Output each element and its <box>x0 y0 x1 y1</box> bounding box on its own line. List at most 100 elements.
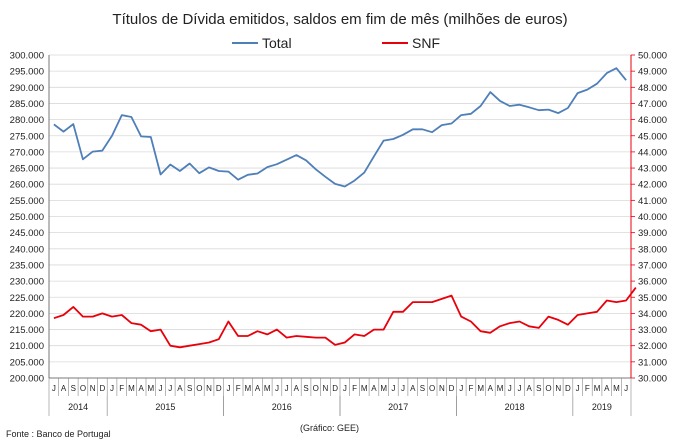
month-label: J <box>576 384 580 393</box>
month-label: A <box>526 384 532 393</box>
month-label: N <box>439 384 445 393</box>
month-label: N <box>555 384 561 393</box>
left-tick-label: 280.000 <box>10 115 44 126</box>
month-label: S <box>420 384 425 393</box>
series-lines <box>53 67 637 349</box>
left-tick-label: 260.000 <box>10 180 44 191</box>
month-label: F <box>119 384 124 393</box>
year-label: 2018 <box>505 402 525 412</box>
month-label: M <box>477 384 484 393</box>
month-label: J <box>508 384 512 393</box>
month-label: D <box>216 384 222 393</box>
right-axis-ticks: 30.000 31.000 32.000 33.000 34.000 35.000 36.0… <box>631 51 667 385</box>
year-label: 2019 <box>592 402 612 412</box>
month-label: A <box>410 384 416 393</box>
month-label: J <box>52 384 56 393</box>
year-label: 2017 <box>388 402 408 412</box>
right-tick-label: 31.000 <box>638 357 667 368</box>
source-note: Fonte : Banco de Portugal <box>6 429 111 439</box>
right-tick-label: 38.000 <box>638 244 667 255</box>
month-label: A <box>371 384 377 393</box>
left-tick-label: 275.000 <box>10 131 44 142</box>
month-label: A <box>138 384 144 393</box>
right-tick-label: 49.000 <box>638 67 667 78</box>
month-label: O <box>545 384 551 393</box>
right-tick-label: 47.000 <box>638 99 667 110</box>
month-label: D <box>565 384 571 393</box>
month-label: N <box>206 384 212 393</box>
left-tick-label: 300.000 <box>10 51 44 62</box>
left-tick-label: 240.000 <box>10 244 44 255</box>
right-tick-label: 43.000 <box>638 164 667 175</box>
right-tick-label: 37.000 <box>638 260 667 271</box>
month-label: M <box>594 384 601 393</box>
right-tick-label: 44.000 <box>638 147 667 158</box>
month-label: A <box>255 384 261 393</box>
month-label: S <box>536 384 541 393</box>
right-tick-label: 34.000 <box>638 309 667 320</box>
month-label: J <box>285 384 289 393</box>
right-tick-label: 30.000 <box>638 374 667 385</box>
month-label: A <box>488 384 494 393</box>
right-tick-label: 48.000 <box>638 83 667 94</box>
right-tick-label: 46.000 <box>638 115 667 126</box>
month-label: F <box>352 384 357 393</box>
right-tick-label: 36.000 <box>638 277 667 288</box>
month-label: J <box>168 384 172 393</box>
left-tick-label: 235.000 <box>10 260 44 271</box>
month-label: S <box>71 384 76 393</box>
year-label: 2014 <box>68 402 88 412</box>
series-line-snf <box>53 287 637 349</box>
month-label: J <box>110 384 114 393</box>
left-tick-label: 220.000 <box>10 309 44 320</box>
month-label: O <box>313 384 319 393</box>
month-label: D <box>449 384 455 393</box>
left-tick-label: 205.000 <box>10 357 44 368</box>
right-tick-label: 41.000 <box>638 196 667 207</box>
month-label: J <box>159 384 163 393</box>
month-label: A <box>61 384 67 393</box>
left-tick-label: 295.000 <box>10 67 44 78</box>
gridlines <box>49 54 631 379</box>
month-label: O <box>80 384 86 393</box>
legend: Total SNF <box>232 35 440 51</box>
month-label: S <box>303 384 308 393</box>
left-tick-label: 215.000 <box>10 325 44 336</box>
month-label: A <box>177 384 183 393</box>
month-label: J <box>226 384 230 393</box>
month-label: J <box>275 384 279 393</box>
month-label: J <box>624 384 628 393</box>
legend-total-label: Total <box>262 35 292 51</box>
right-tick-label: 45.000 <box>638 131 667 142</box>
chart-title: Títulos de Dívida emitidos, saldos em fi… <box>112 11 567 28</box>
left-tick-label: 245.000 <box>10 228 44 239</box>
month-label: N <box>323 384 329 393</box>
month-label: A <box>604 384 610 393</box>
right-tick-label: 39.000 <box>638 228 667 239</box>
year-label: 2015 <box>155 402 175 412</box>
month-label: D <box>99 384 105 393</box>
series-line-total <box>53 67 627 188</box>
right-tick-label: 42.000 <box>638 180 667 191</box>
year-label: 2016 <box>272 402 292 412</box>
month-label: S <box>187 384 192 393</box>
left-tick-label: 250.000 <box>10 212 44 223</box>
month-label: J <box>343 384 347 393</box>
month-label: F <box>236 384 241 393</box>
month-label: F <box>585 384 590 393</box>
month-label: M <box>497 384 504 393</box>
month-label: J <box>517 384 521 393</box>
right-tick-label: 50.000 <box>638 51 667 62</box>
month-label: M <box>148 384 155 393</box>
month-label: A <box>294 384 300 393</box>
credit-note: (Gráfico: GEE) <box>300 423 359 433</box>
month-label: J <box>391 384 395 393</box>
right-tick-label: 33.000 <box>638 325 667 336</box>
right-tick-label: 35.000 <box>638 293 667 304</box>
month-label: M <box>380 384 387 393</box>
right-tick-label: 32.000 <box>638 341 667 352</box>
month-label: J <box>401 384 405 393</box>
left-tick-label: 230.000 <box>10 277 44 288</box>
